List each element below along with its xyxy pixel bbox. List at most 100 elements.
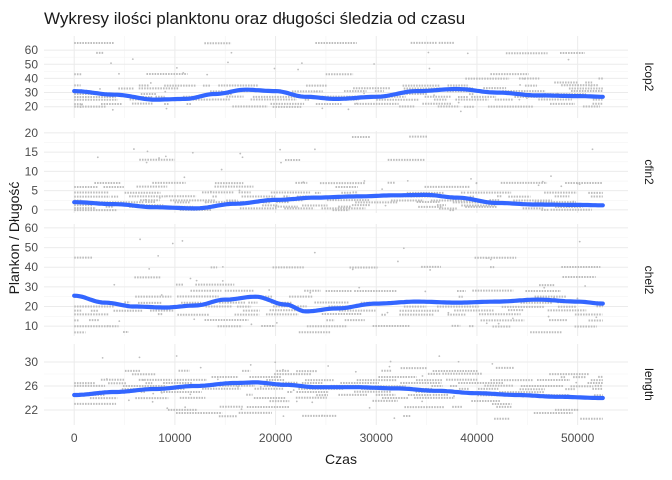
point <box>99 88 101 90</box>
point <box>189 277 192 280</box>
point <box>389 360 392 363</box>
point <box>139 238 141 241</box>
point <box>275 321 278 324</box>
point <box>131 58 134 60</box>
point <box>447 311 450 314</box>
point <box>221 280 224 282</box>
panel-cfin2: 0 5 10 15 20 cfin2 <box>25 126 656 217</box>
y-tick-label: 30 <box>25 86 39 100</box>
point <box>110 62 112 65</box>
y-tick-label: 26 <box>25 379 39 393</box>
point <box>355 102 358 105</box>
point <box>418 200 421 203</box>
point <box>240 408 243 411</box>
point <box>199 366 202 369</box>
point <box>259 386 262 388</box>
x-tick-label: 20000 <box>259 431 293 445</box>
point <box>311 401 314 404</box>
point <box>485 257 488 260</box>
point <box>421 400 424 403</box>
point <box>560 185 563 188</box>
x-tick-label: 40000 <box>460 431 494 445</box>
point <box>497 322 500 325</box>
point <box>438 355 441 358</box>
point <box>321 414 324 417</box>
point <box>295 400 298 403</box>
point <box>241 156 244 159</box>
point <box>230 51 233 54</box>
point <box>149 82 152 84</box>
point <box>537 184 540 187</box>
point <box>227 61 229 64</box>
trend-line-chel2 <box>72 293 605 314</box>
x-tick-label: 0 <box>71 431 78 445</box>
y-axis-title: Plankon / Długość <box>6 182 22 295</box>
point <box>181 240 184 242</box>
point <box>158 196 161 199</box>
x-axis-title: Czas <box>325 451 357 467</box>
point <box>576 182 579 185</box>
point <box>238 189 241 192</box>
point <box>457 360 460 363</box>
y-tick-label: 50 <box>25 241 39 255</box>
y-tick-label: 60 <box>25 43 39 57</box>
strip-label-cfin2: cfin2 <box>642 159 656 185</box>
point <box>292 389 295 391</box>
point <box>541 180 544 183</box>
point <box>183 176 186 179</box>
point <box>543 286 546 289</box>
point <box>406 179 409 182</box>
point <box>300 62 303 64</box>
point <box>106 325 109 327</box>
y-tick-label: 20 <box>25 100 39 114</box>
point <box>578 183 581 186</box>
point <box>519 84 521 86</box>
point <box>576 297 579 300</box>
point <box>358 286 361 289</box>
point <box>133 148 135 150</box>
x-tick-label: 10000 <box>158 431 192 445</box>
point <box>157 254 160 257</box>
point <box>324 393 327 396</box>
point <box>584 285 587 287</box>
y-tick-label: 30 <box>25 355 39 369</box>
point <box>146 150 149 153</box>
strip-label-lcop2: lcop2 <box>642 63 656 92</box>
point <box>142 379 145 381</box>
y-tick-label: 22 <box>25 403 39 417</box>
panel-chel2: 10 20 30 40 50 60 chel2 <box>25 221 656 336</box>
y-tick-label: 40 <box>25 71 39 85</box>
point <box>459 110 462 113</box>
point <box>309 291 312 294</box>
point <box>393 417 396 420</box>
point <box>79 106 82 109</box>
point <box>475 182 478 184</box>
point <box>388 365 391 368</box>
point <box>191 151 194 154</box>
point <box>151 400 154 403</box>
point <box>550 175 552 178</box>
point <box>575 381 578 384</box>
point <box>302 181 305 184</box>
point <box>171 242 174 245</box>
point <box>381 188 384 191</box>
point <box>489 258 492 261</box>
point <box>313 251 316 254</box>
point <box>166 407 169 410</box>
trend-line-length <box>72 380 605 401</box>
y-tick-label: 40 <box>25 260 39 274</box>
point <box>351 268 354 271</box>
point <box>80 103 83 106</box>
point <box>485 322 488 325</box>
point <box>282 415 285 418</box>
point <box>152 392 155 395</box>
point <box>165 107 168 110</box>
point <box>239 152 242 155</box>
panels-layer: 2030405060lcop205101520cfin2102030405060… <box>25 36 656 425</box>
point <box>164 155 167 158</box>
point <box>424 290 427 293</box>
x-tick-label: 50000 <box>561 431 595 445</box>
point <box>249 364 252 366</box>
